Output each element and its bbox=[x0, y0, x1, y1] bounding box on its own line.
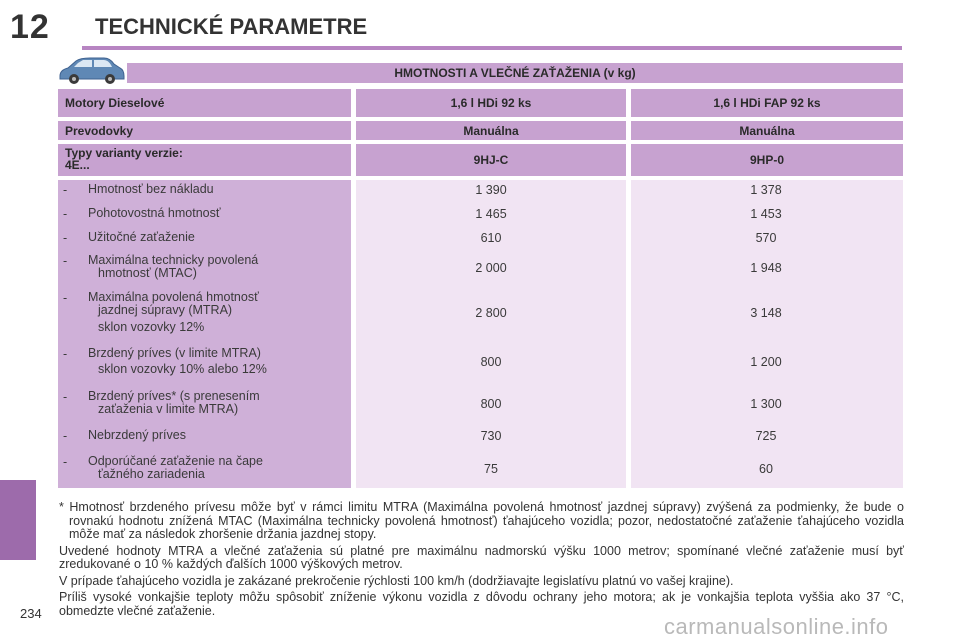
note-speed: V prípade ťahajúceho vozidla je zakázané… bbox=[59, 573, 734, 588]
header-variant-col1: 9HJ-C bbox=[356, 144, 626, 176]
header-gearbox-col2: Manuálna bbox=[631, 121, 903, 140]
car-icon bbox=[59, 57, 125, 84]
row-label: Hmotnosť bez nákladu bbox=[88, 182, 214, 196]
header-engine-col1: 1,6 l HDi 92 ks bbox=[356, 89, 626, 117]
table-body-column-2 bbox=[631, 180, 903, 488]
row-label: Pohotovostná hmotnosť bbox=[88, 206, 221, 220]
row-value-col2: 1 453 bbox=[750, 207, 782, 221]
row-value-col1: 75 bbox=[484, 462, 498, 476]
row-value-col2: 1 378 bbox=[750, 183, 782, 197]
row-value-col1: 610 bbox=[480, 231, 502, 245]
header-engine-label: Motory Dieselové bbox=[58, 89, 351, 117]
row-value-col1: 1 465 bbox=[475, 207, 507, 221]
row-value-col2: 570 bbox=[755, 231, 777, 245]
row-value-col2: 725 bbox=[755, 429, 777, 443]
row-value-col2: 1 300 bbox=[750, 397, 782, 411]
header-variant-label-line1: Typy varianty verzie: bbox=[65, 146, 183, 160]
row-label: Nebrzdený príves bbox=[88, 428, 186, 442]
page-title: TECHNICKÉ PARAMETRE bbox=[95, 14, 368, 39]
row-label: Brzdený príves (v limite MTRA) sklon voz… bbox=[88, 346, 267, 376]
row-value-col1: 800 bbox=[480, 397, 502, 411]
page-number: 234 bbox=[20, 606, 42, 621]
notes-section: * Hmotnosť brzdeného prívesu môže byť v … bbox=[59, 500, 904, 621]
row-value-col1: 1 390 bbox=[475, 183, 507, 197]
header-engine-col2: 1,6 l HDi FAP 92 ks bbox=[631, 89, 903, 117]
row-label: Brzdený príves* (s prenesením zaťaženia … bbox=[88, 389, 260, 416]
header-variant-label: Typy varianty verzie: 4E... bbox=[58, 144, 351, 176]
row-label: Odporúčané zaťaženie na čape ťažného zar… bbox=[88, 454, 263, 481]
row-value-col2: 60 bbox=[759, 462, 773, 476]
note-temperature: Príliš vysoké vonkajšie teploty môžu spô… bbox=[59, 590, 904, 618]
row-label: Užitočné zaťaženie bbox=[88, 230, 195, 244]
row-value-col2: 1 948 bbox=[750, 261, 782, 275]
header-gearbox-label: Prevodovky bbox=[58, 121, 351, 140]
table-body-column-1 bbox=[356, 180, 626, 488]
note-altitude: Uvedené hodnoty MTRA a vlečné zaťaženia … bbox=[59, 543, 904, 571]
row-value-col1: 730 bbox=[480, 429, 502, 443]
row-label: Maximálna povolená hmotnosť jazdnej súpr… bbox=[88, 290, 259, 334]
chapter-side-tab bbox=[0, 480, 36, 560]
header-gearbox-col1: Manuálna bbox=[356, 121, 626, 140]
footnote: * Hmotnosť brzdeného prívesu môže byť v … bbox=[59, 500, 904, 541]
row-value-col2: 1 200 bbox=[750, 355, 782, 369]
header-variant-label-line2: 4E... bbox=[65, 158, 90, 172]
table-body-label-column bbox=[58, 180, 351, 488]
row-value-col1: 800 bbox=[480, 355, 502, 369]
row-value-col2: 3 148 bbox=[750, 306, 782, 320]
row-value-col1: 2 000 bbox=[475, 261, 507, 275]
row-label: Maximálna technicky povolená hmotnosť (M… bbox=[88, 253, 259, 280]
chapter-number: 12 bbox=[10, 8, 50, 46]
title-divider bbox=[82, 46, 902, 50]
row-value-col1: 2 800 bbox=[475, 306, 507, 320]
watermark: carmanualsonline.info bbox=[664, 614, 889, 639]
table-title: HMOTNOSTI A VLEČNÉ ZAŤAŽENIA (v kg) bbox=[127, 63, 903, 83]
header-variant-col2: 9HP-0 bbox=[631, 144, 903, 176]
